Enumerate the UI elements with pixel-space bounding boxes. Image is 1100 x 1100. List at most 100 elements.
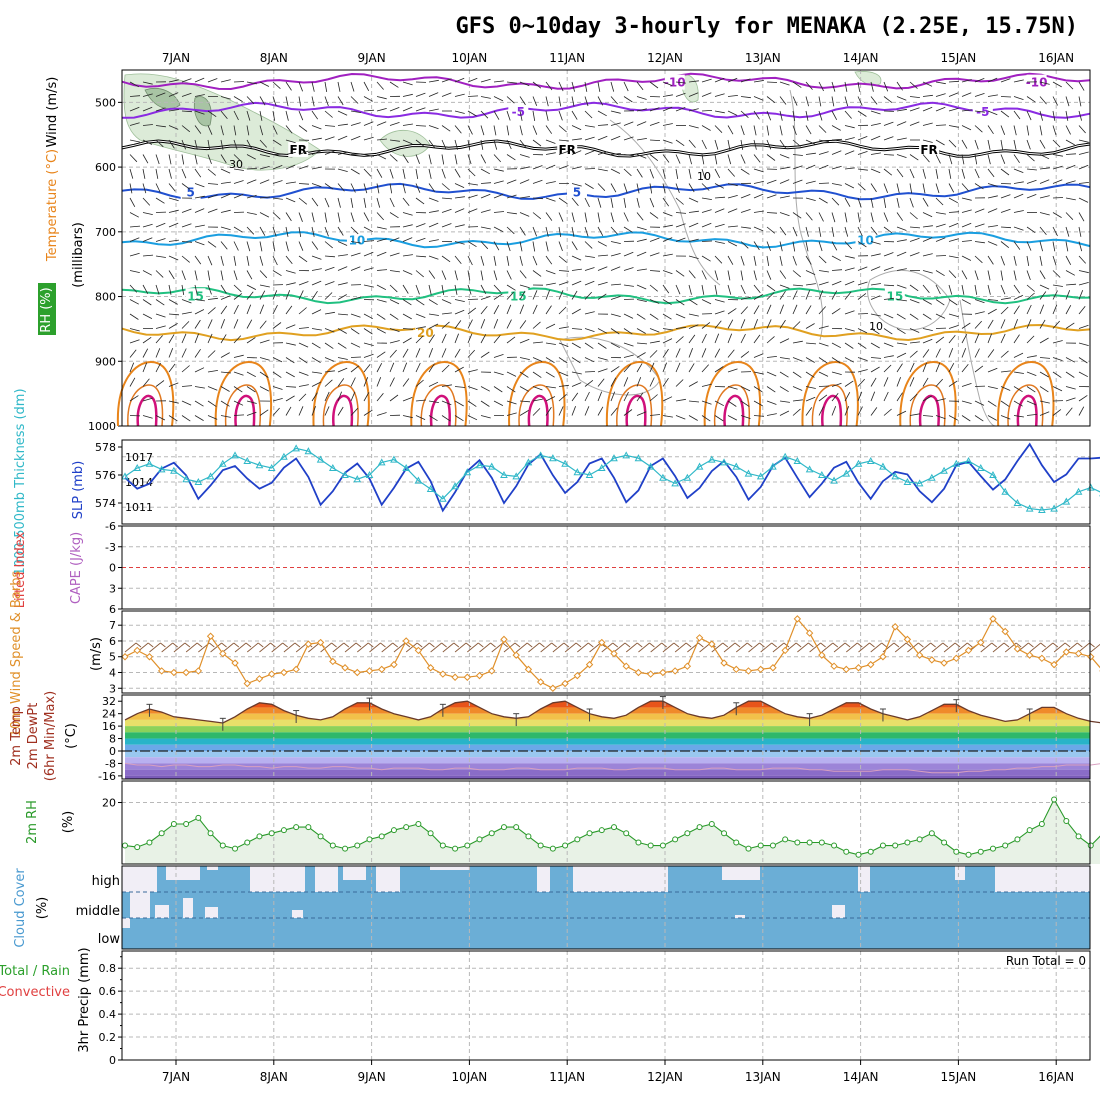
wind-speed-point — [292, 665, 300, 674]
wind-barb — [610, 183, 617, 193]
wind-barb — [922, 197, 929, 207]
wind-barb — [1026, 255, 1030, 266]
wind-barb — [857, 151, 868, 155]
y-tick-label: 0 — [109, 1054, 116, 1067]
axis-label-slp: SLP (mb) — [71, 461, 86, 520]
wind-barb — [259, 290, 266, 300]
wind-barb — [610, 81, 615, 92]
wind-barb — [363, 284, 374, 288]
wind-barb — [285, 96, 289, 107]
wind-barb — [233, 414, 245, 416]
wind-barb — [558, 125, 567, 133]
wind-speed-point — [170, 668, 178, 677]
wind-barb — [1026, 335, 1035, 344]
wind-speed-point — [867, 660, 875, 669]
wind-barb — [1078, 282, 1089, 286]
wind-speed-point — [133, 646, 141, 655]
temperature-band — [125, 726, 1090, 733]
wind-barb — [792, 226, 798, 237]
wind-barb — [896, 342, 907, 345]
wind-barb — [168, 255, 179, 261]
wind-barb — [1026, 226, 1036, 234]
cloud-clear-block — [183, 898, 193, 918]
wind-barb — [194, 309, 205, 315]
wind-barb — [376, 108, 387, 112]
rh-point — [366, 836, 373, 843]
wind-barb — [961, 363, 969, 373]
wind-barb — [766, 413, 777, 416]
wind-barb — [636, 212, 644, 221]
wind-barb — [571, 290, 578, 300]
wind-barb — [831, 241, 838, 251]
wind-barb — [168, 183, 176, 192]
wind-barb-10m — [809, 642, 821, 653]
wind-barb — [506, 304, 512, 315]
wind-barb — [896, 251, 907, 257]
wind-barb — [636, 268, 647, 271]
wind-barb — [207, 168, 216, 176]
wind-barb — [259, 339, 270, 344]
cloud-clear-block — [537, 866, 550, 892]
wind-barb-10m — [723, 642, 736, 653]
wind-barb — [441, 92, 452, 97]
wind-barb — [324, 136, 335, 141]
y-tick-label: 0.4 — [99, 1008, 117, 1021]
wind-barb — [532, 321, 541, 329]
wind-barb — [402, 168, 406, 179]
wind-barb — [506, 371, 517, 377]
wind-barb — [311, 309, 322, 315]
wind-barb — [935, 237, 946, 242]
wind-barb — [662, 106, 673, 112]
wind-barb — [389, 313, 399, 320]
wind-barb — [597, 151, 608, 155]
wind-barb — [675, 284, 681, 295]
wind-barb — [376, 251, 387, 257]
wind-barb — [233, 139, 238, 150]
wind-barb — [1078, 151, 1089, 155]
wind-barb — [831, 308, 841, 315]
wind-barb — [571, 226, 575, 237]
wind-barb — [1052, 110, 1056, 121]
wind-barb — [428, 284, 432, 295]
boundary-layer-contour — [332, 394, 354, 427]
wind-barb — [701, 284, 705, 295]
wind-barb — [662, 270, 673, 275]
wind-barb — [467, 333, 473, 344]
wind-barb — [961, 383, 972, 387]
wind-barb — [337, 254, 348, 257]
y-tick-label: 6 — [109, 603, 116, 616]
wind-speed-point — [830, 662, 838, 670]
wind-barb — [857, 183, 866, 191]
wind-barb — [896, 137, 907, 141]
wind-barb — [844, 357, 854, 363]
wind-barb — [155, 335, 163, 344]
wind-barb — [701, 139, 707, 150]
wind-barb — [623, 377, 629, 387]
wind-barb — [922, 253, 933, 257]
wind-barb — [753, 210, 764, 213]
wind-barb — [467, 284, 472, 295]
wind-barb — [194, 284, 198, 295]
wind-speed-point — [903, 635, 912, 644]
wind-barb — [779, 110, 783, 121]
wind-barb — [818, 394, 828, 402]
wind-barb — [935, 270, 945, 277]
wind-barb — [220, 181, 231, 184]
wind-barb-10m — [589, 642, 601, 653]
wind-barb — [597, 328, 607, 334]
wind-barb — [545, 81, 553, 91]
wind-barb — [688, 139, 696, 148]
wind-barb — [584, 391, 590, 402]
wind-barb — [818, 212, 824, 222]
wind-barb — [324, 281, 335, 286]
isotherm-label-bg — [855, 232, 876, 248]
wind-barb — [272, 165, 283, 170]
y-tick-label: -6 — [105, 520, 116, 533]
wind-barb — [376, 313, 386, 320]
wind-barb — [480, 209, 491, 213]
wind-barb — [207, 284, 212, 295]
date-label-top: 9JAN — [358, 51, 386, 65]
wind-barb — [818, 182, 830, 184]
wind-barb — [415, 197, 425, 205]
wind-barb — [454, 348, 461, 358]
